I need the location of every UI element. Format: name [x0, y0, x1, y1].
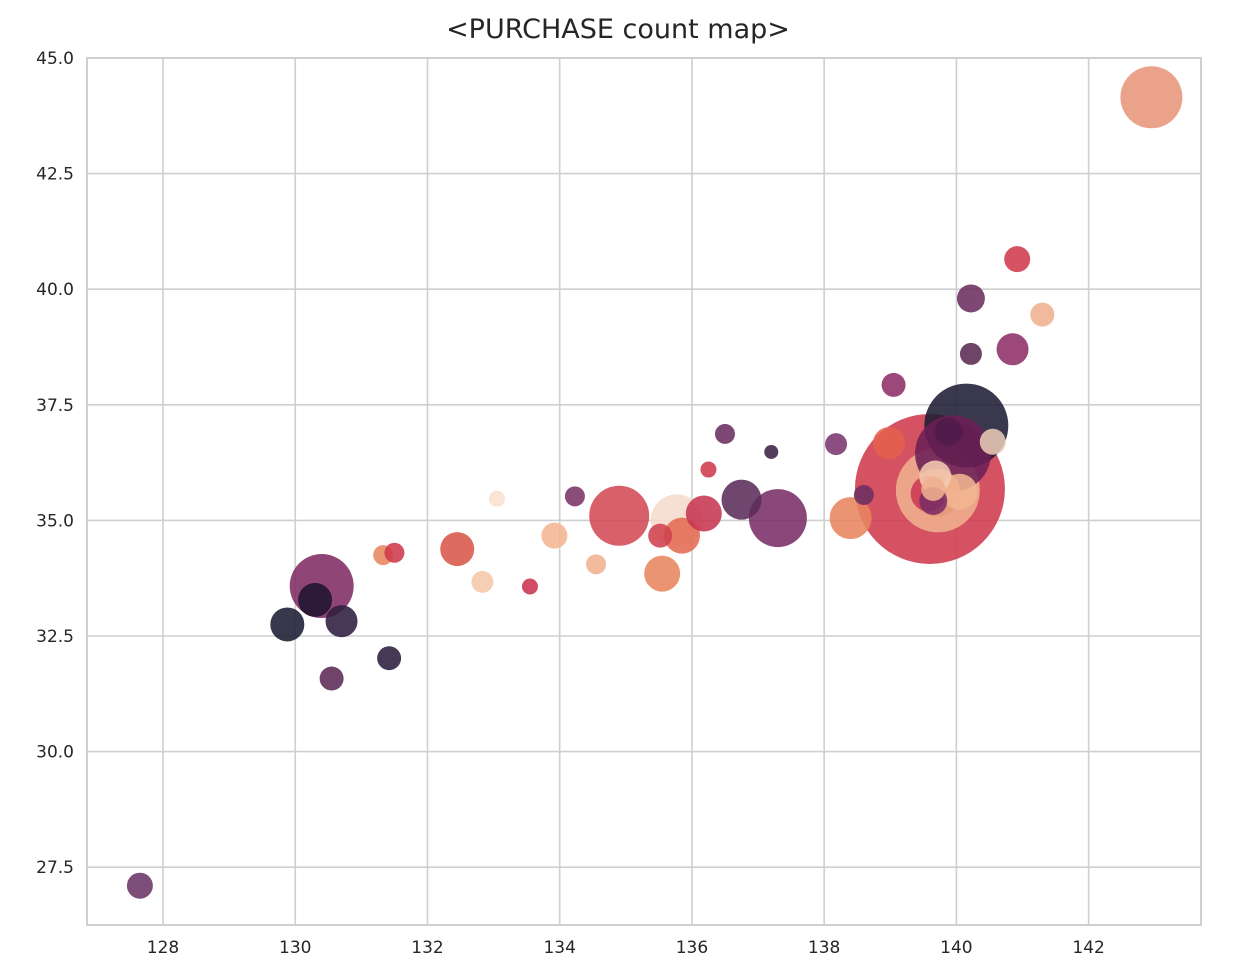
data-point	[377, 646, 402, 671]
data-point	[1004, 246, 1031, 273]
data-point	[664, 517, 701, 554]
x-tick-label: 138	[808, 938, 840, 958]
data-point	[541, 522, 568, 549]
x-axis-ticks: 128 130 132 134 136 138 140 142	[147, 938, 1105, 958]
data-point	[1120, 66, 1183, 129]
data-point	[714, 423, 735, 444]
data-point	[979, 428, 1006, 455]
y-tick-label: 32.5	[36, 627, 74, 647]
data-point	[941, 473, 978, 510]
data-point	[881, 372, 906, 397]
data-point	[384, 542, 405, 563]
data-point	[764, 444, 779, 459]
data-point	[325, 605, 358, 638]
data-point	[644, 555, 681, 592]
data-point	[996, 333, 1029, 366]
data-point	[921, 476, 946, 501]
x-tick-label: 136	[676, 938, 708, 958]
y-tick-label: 45.0	[36, 49, 74, 69]
y-tick-label: 30.0	[36, 743, 74, 763]
data-point	[825, 433, 848, 456]
chart-title: <PURCHASE count map>	[446, 14, 790, 45]
data-point	[564, 486, 585, 507]
y-tick-label: 35.0	[36, 511, 74, 531]
data-point	[721, 479, 762, 520]
data-point	[853, 484, 874, 505]
data-point	[298, 582, 333, 617]
data-point	[648, 523, 673, 548]
data-point	[1030, 302, 1055, 327]
data-point	[959, 342, 982, 365]
data-point	[700, 461, 717, 478]
data-point	[319, 666, 344, 691]
data-point	[956, 284, 985, 313]
y-tick-label: 42.5	[36, 165, 74, 185]
y-tick-label: 40.0	[36, 280, 74, 300]
x-tick-label: 140	[940, 938, 972, 958]
y-tick-label: 27.5	[36, 858, 74, 878]
data-point	[488, 490, 505, 507]
x-tick-label: 128	[147, 938, 179, 958]
data-point	[872, 427, 905, 460]
data-point	[521, 578, 538, 595]
grid-layer	[87, 57, 1201, 925]
data-point	[685, 495, 722, 532]
data-point	[589, 485, 650, 546]
x-tick-label: 130	[279, 938, 311, 958]
x-tick-label: 142	[1072, 938, 1104, 958]
x-tick-label: 132	[411, 938, 443, 958]
y-axis-ticks: 27.5 30.0 32.5 35.0 37.5 40.0 42.5 45.0	[36, 49, 74, 878]
plot-frame	[86, 57, 1202, 926]
x-tick-label: 134	[543, 938, 575, 958]
data-point	[748, 489, 807, 548]
data-point	[829, 497, 872, 540]
data-point	[270, 607, 305, 642]
points-layer	[126, 66, 1183, 899]
data-point	[440, 532, 475, 567]
data-point	[586, 554, 607, 575]
y-tick-label: 37.5	[36, 396, 74, 416]
data-point	[126, 872, 153, 899]
data-point	[934, 417, 963, 446]
data-point	[471, 570, 494, 593]
